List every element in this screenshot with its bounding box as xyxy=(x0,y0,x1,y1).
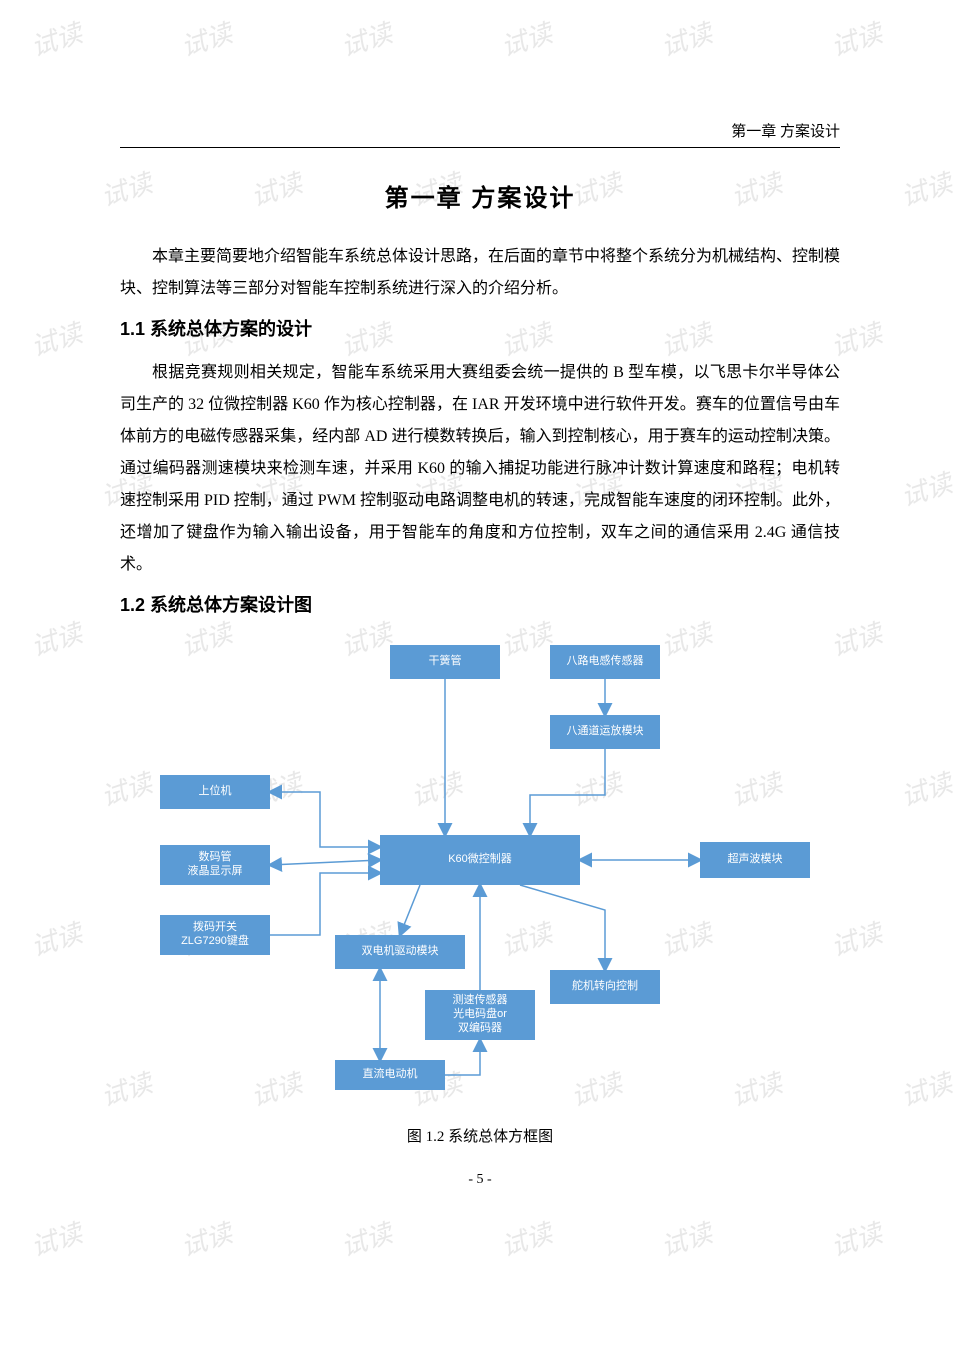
diagram-edge xyxy=(530,749,605,835)
diagram-node-ultra: 超声波模块 xyxy=(700,842,810,878)
diagram-node-motor: 直流电动机 xyxy=(335,1060,445,1090)
page-number: - 5 - xyxy=(120,1172,840,1188)
diagram-edge xyxy=(520,885,605,970)
diagram-node-display: 数码管液晶显示屏 xyxy=(160,845,270,885)
diagram-node-host: 上位机 xyxy=(160,775,270,809)
header-divider: 第一章 方案设计 xyxy=(120,120,840,148)
diagram-edge xyxy=(400,885,420,935)
system-block-diagram: 干簧管 八路电感传感器八通道运放模块上位机数码管液晶显示屏 K60微控制器 超声波模块… xyxy=(120,635,840,1095)
diagram-node-sensor8: 八路电感传感器 xyxy=(550,645,660,679)
diagram-wrapper: 干簧管 八路电感传感器八通道运放模块上位机数码管液晶显示屏 K60微控制器 超声波模块… xyxy=(120,635,840,1095)
diagram-edge xyxy=(270,873,380,935)
figure-caption: 图 1.2 系统总体方框图 xyxy=(120,1125,840,1146)
diagram-edge xyxy=(270,860,380,865)
diagram-node-mcu: K60微控制器 xyxy=(380,835,580,885)
section-1-paragraph: 根据竞赛规则相关规定，智能车系统采用大赛组委会统一提供的 B 型车模，以飞思卡尔… xyxy=(120,357,840,581)
diagram-node-drive: 双电机驱动模块 xyxy=(335,935,465,969)
section-2-heading: 1.2 系统总体方案设计图 xyxy=(120,591,840,617)
section-1-heading: 1.1 系统总体方案的设计 xyxy=(120,315,840,341)
running-header: 第一章 方案设计 xyxy=(120,120,840,141)
diagram-node-servo: 舵机转向控制 xyxy=(550,970,660,1004)
page-content: 第一章 方案设计 第一章 方案设计 本章主要简要地介绍智能车系统总体设计思路，在… xyxy=(0,0,960,1248)
diagram-edge xyxy=(270,792,380,847)
chapter-title: 第一章 方案设计 xyxy=(120,178,840,213)
diagram-edge xyxy=(445,1040,480,1075)
diagram-node-speed: 测速传感器光电码盘or双编码器 xyxy=(425,990,535,1040)
diagram-node-amp: 八通道运放模块 xyxy=(550,715,660,749)
intro-paragraph: 本章主要简要地介绍智能车系统总体设计思路，在后面的章节中将整个系统分为机械结构、… xyxy=(120,241,840,305)
diagram-node-reed: 干簧管 xyxy=(390,645,500,679)
diagram-node-dial: 拨码开关ZLG7290键盘 xyxy=(160,915,270,955)
